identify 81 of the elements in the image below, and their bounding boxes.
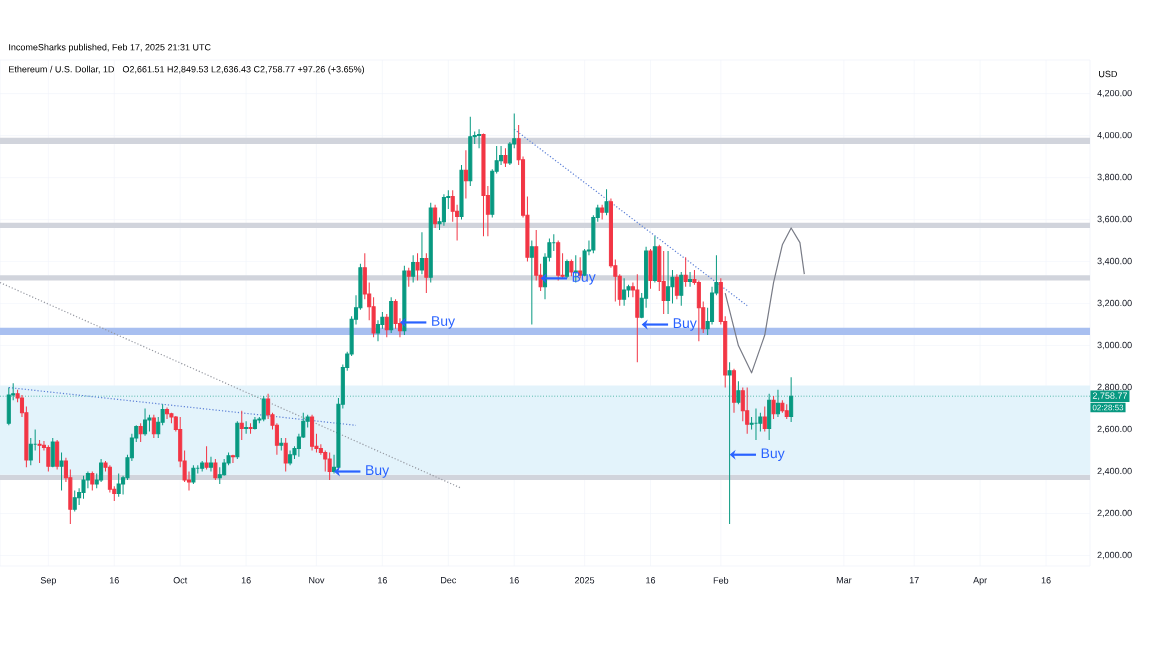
candlestick: [503, 147, 508, 168]
candlestick: [600, 204, 605, 221]
candlestick: [648, 248, 653, 290]
candlestick: [477, 128, 482, 149]
candlestick: [143, 408, 148, 437]
candlestick: [753, 408, 759, 441]
candlestick: [204, 445, 209, 470]
candlestick: [116, 473, 121, 498]
candlestick: [28, 437, 33, 466]
candlestick: [419, 231, 424, 275]
candlestick: [745, 387, 750, 435]
candlestick: [604, 188, 609, 216]
candlestick: [661, 250, 666, 315]
candlestick: [217, 466, 222, 485]
candlestick: [107, 464, 112, 494]
candlestick: [406, 267, 411, 288]
candlestick: [208, 456, 214, 473]
candlestick: [389, 296, 394, 334]
candlestick: [459, 164, 464, 221]
candlestick: [731, 368, 737, 414]
candlestick: [81, 475, 86, 500]
candlestick: [736, 380, 741, 405]
candlestick: [37, 439, 42, 464]
candlestick: [283, 437, 288, 473]
candlestick: [758, 412, 763, 433]
candlestick: [50, 437, 55, 468]
candlestick: [780, 399, 785, 414]
candlestick: [164, 406, 170, 420]
candlestick: [90, 471, 95, 491]
candlestick: [244, 420, 249, 435]
candlestick: [323, 450, 328, 473]
candlestick: [393, 298, 398, 330]
candlestick: [441, 193, 446, 227]
candlestick: [652, 235, 657, 284]
candlestick: [46, 444, 51, 473]
candlestick: [99, 458, 104, 483]
candlestick: [248, 422, 253, 435]
candlestick: [424, 252, 429, 294]
candlestick: [288, 450, 293, 466]
candlestick: [784, 403, 789, 420]
candlestick: [252, 416, 257, 431]
candlestick: [213, 458, 218, 481]
candlestick: [683, 256, 688, 288]
candlestick: [622, 277, 627, 307]
candlestick: [635, 273, 640, 363]
candlestick: [191, 464, 196, 485]
candlestick: [375, 319, 381, 342]
candlestick: [481, 132, 486, 237]
candlestick: [674, 273, 679, 300]
candlestick: [626, 284, 631, 298]
candlestick: [169, 412, 174, 424]
candlestick: [411, 254, 416, 284]
candlestick: [138, 422, 143, 443]
line-series: [724, 227, 805, 374]
candlestick: [151, 414, 156, 439]
candlestick: [679, 271, 684, 307]
candlestick: [384, 313, 389, 338]
candlestick: [433, 204, 438, 229]
candlestick: [310, 414, 315, 452]
candlestick: [147, 414, 152, 433]
candlestick: [666, 250, 671, 315]
candlestick: [235, 420, 240, 460]
candlestick: [327, 452, 332, 481]
candlestick: [279, 437, 284, 452]
candlestick: [762, 405, 767, 433]
candlestick: [239, 410, 244, 441]
candlestick: [499, 145, 504, 166]
candlestick: [200, 460, 205, 473]
candlestick: [72, 489, 77, 512]
candlestick: [468, 116, 473, 187]
candlestick: [59, 452, 64, 491]
candlestick: [55, 439, 60, 470]
candlestick: [688, 271, 693, 288]
candlestick: [564, 258, 570, 279]
candlestick: [463, 149, 468, 200]
candlestick: [415, 252, 420, 281]
candlestick: [529, 240, 534, 326]
candlestick: [222, 458, 227, 477]
candlestick: [428, 202, 433, 284]
candlestick: [771, 395, 776, 420]
candlestick: [569, 258, 574, 277]
